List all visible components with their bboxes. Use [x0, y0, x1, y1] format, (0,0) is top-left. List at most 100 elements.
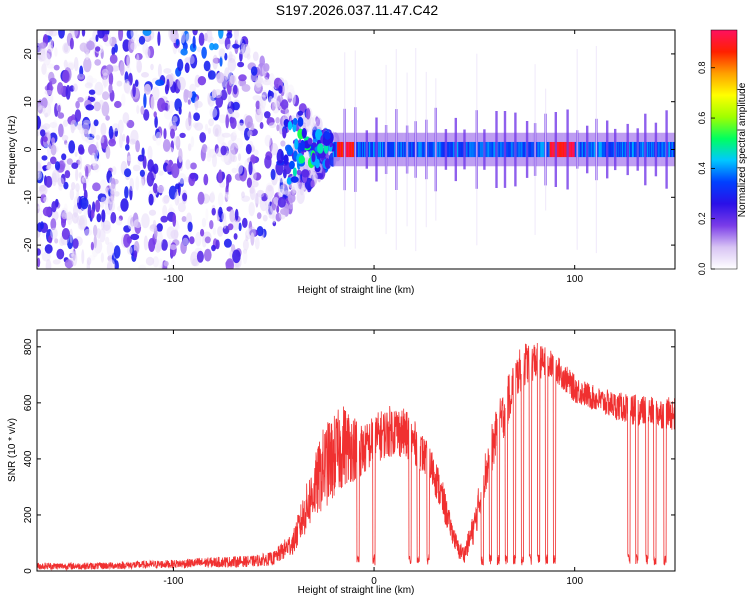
spectrogram-cell — [112, 123, 120, 132]
spectrogram-ridge-halo — [568, 157, 570, 167]
spectrogram-cell — [255, 76, 264, 88]
spectrogram-cell — [96, 213, 102, 223]
spectrogram-cell — [110, 212, 117, 224]
spectrogram-ridge-halo — [650, 157, 653, 167]
spectrogram-ridge-halo — [427, 132, 430, 142]
spectrogram-cell — [37, 131, 40, 137]
spectrogram-ridge-halo — [582, 157, 584, 167]
spectrogram-cell — [226, 191, 231, 201]
spectrogram-ridge-halo — [673, 132, 675, 142]
spectrogram-ridge-halo — [356, 132, 359, 142]
spectrogram-cell — [37, 248, 41, 256]
spectrogram-cell — [242, 239, 249, 251]
spectrogram-ridge-halo — [380, 132, 383, 142]
spectrogram-cell — [245, 144, 252, 155]
spectrogram-ridge-halo — [667, 157, 670, 167]
spectrogram-ridge-halo — [429, 157, 432, 167]
snr-x-ticks: -100 0 100 — [163, 330, 583, 587]
spectrogram-cell — [264, 111, 271, 119]
spectrogram-streak-faint — [354, 50, 356, 249]
spectrogram-ridge-halo — [449, 157, 452, 167]
spectrogram-ridge-halo — [410, 132, 413, 142]
spectrogram-cell — [111, 166, 117, 176]
spectrogram-ridge-halo — [551, 132, 553, 142]
spectrogram-cell — [268, 73, 276, 87]
spectrogram-cell — [192, 30, 198, 36]
spectrogram-cell — [291, 186, 296, 196]
spectrogram-y-axis-label: Frequency (Hz) — [7, 116, 18, 185]
spectrogram-cell — [252, 51, 259, 62]
spectrogram-cell — [181, 216, 187, 222]
spectrogram-ridge-halo — [509, 132, 511, 142]
spectrogram-cell — [160, 239, 168, 251]
snr-y-ticks: 0 200 400 600 800 — [23, 338, 675, 574]
spectrogram-ridge-halo — [334, 157, 337, 167]
spectrogram-ridge-halo — [582, 132, 584, 142]
spectrogram-cell — [252, 95, 262, 101]
spectrogram-ridge-halo — [508, 157, 510, 167]
spectrogram-cell — [227, 223, 234, 231]
spectrogram-ridge-halo — [459, 157, 462, 167]
spectrogram-ridge-halo — [441, 132, 444, 142]
spectrogram-transition-blob — [297, 116, 304, 127]
spectrogram-cell — [229, 209, 235, 223]
spectrogram-transition-blob — [290, 176, 299, 183]
spectrogram-ridge-halo — [563, 157, 565, 167]
spectrogram-ridge-halo — [382, 157, 385, 167]
spectrogram-cell — [166, 164, 173, 173]
spectrogram-ridge-halo — [334, 132, 337, 142]
spectrogram-ridge-halo — [404, 157, 407, 167]
spectrogram-cell — [264, 155, 272, 169]
spectrogram-cell — [54, 47, 58, 57]
spectrogram-streak — [525, 121, 529, 178]
spectrogram-cell — [119, 61, 125, 76]
spectrogram-ridge-halo — [522, 132, 524, 142]
spectrogram-ridge-halo — [409, 132, 412, 142]
spectrogram-ridge-halo — [370, 157, 373, 167]
spectrogram-ridge-halo — [457, 157, 460, 167]
spectrogram-cell — [231, 219, 240, 231]
spectrogram-cell — [160, 215, 168, 223]
spectrogram-cell — [45, 259, 52, 269]
spectrogram-cell — [270, 168, 276, 181]
spectrogram-ridge-halo — [350, 132, 353, 142]
spectrogram-cell — [69, 228, 73, 244]
spectrogram-cell — [280, 99, 289, 110]
spectrogram-ridge-halo — [646, 132, 649, 142]
spectrogram-ridge-halo — [485, 157, 488, 167]
spectrogram-ridge-halo — [373, 157, 376, 167]
spectrogram-cell — [93, 224, 98, 237]
spectrogram-cell — [62, 119, 69, 127]
spectrogram-cell — [203, 60, 211, 72]
spectrogram-ridge-halo — [468, 132, 471, 142]
colorbar-tick-label: 0.0 — [697, 263, 707, 276]
spectrogram-streak — [365, 130, 368, 169]
spectrogram-streak — [636, 128, 639, 171]
spectrogram-cell — [130, 42, 137, 51]
colorbar-tick-label: 0.2 — [697, 212, 707, 225]
spectrogram-ridge-halo — [560, 157, 562, 167]
spectrogram-ridge-halo — [539, 157, 541, 167]
spectrogram-cell — [162, 204, 168, 218]
spectrogram-cell — [42, 206, 52, 217]
spectrogram-ridge-halo — [379, 132, 382, 142]
spectrogram-cell — [84, 228, 93, 236]
spectrogram-cell — [237, 122, 245, 131]
spectrogram-cell — [138, 35, 146, 45]
spectrogram-ridge-halo — [457, 132, 460, 142]
spectrogram-ridge-halo — [570, 132, 572, 142]
spectrogram-transition-blob — [307, 137, 313, 145]
spectrogram-streak — [495, 111, 498, 188]
spectrogram-cell — [230, 117, 237, 129]
spectrogram-ridge-halo — [549, 157, 551, 167]
spectrogram-ridge-halo — [579, 157, 581, 167]
spectrogram-streak — [463, 129, 466, 170]
spectrogram-ridge-halo — [471, 157, 474, 167]
spectrogram-cell — [152, 219, 157, 229]
spectrogram-ridge-halo — [348, 132, 351, 142]
spectrogram-cell — [143, 93, 147, 109]
spectrogram-cell — [90, 122, 96, 137]
spectrogram-cell — [187, 143, 192, 152]
spectrogram-ridge-halo — [409, 157, 412, 167]
spectrogram-ridge-halo — [508, 132, 510, 142]
